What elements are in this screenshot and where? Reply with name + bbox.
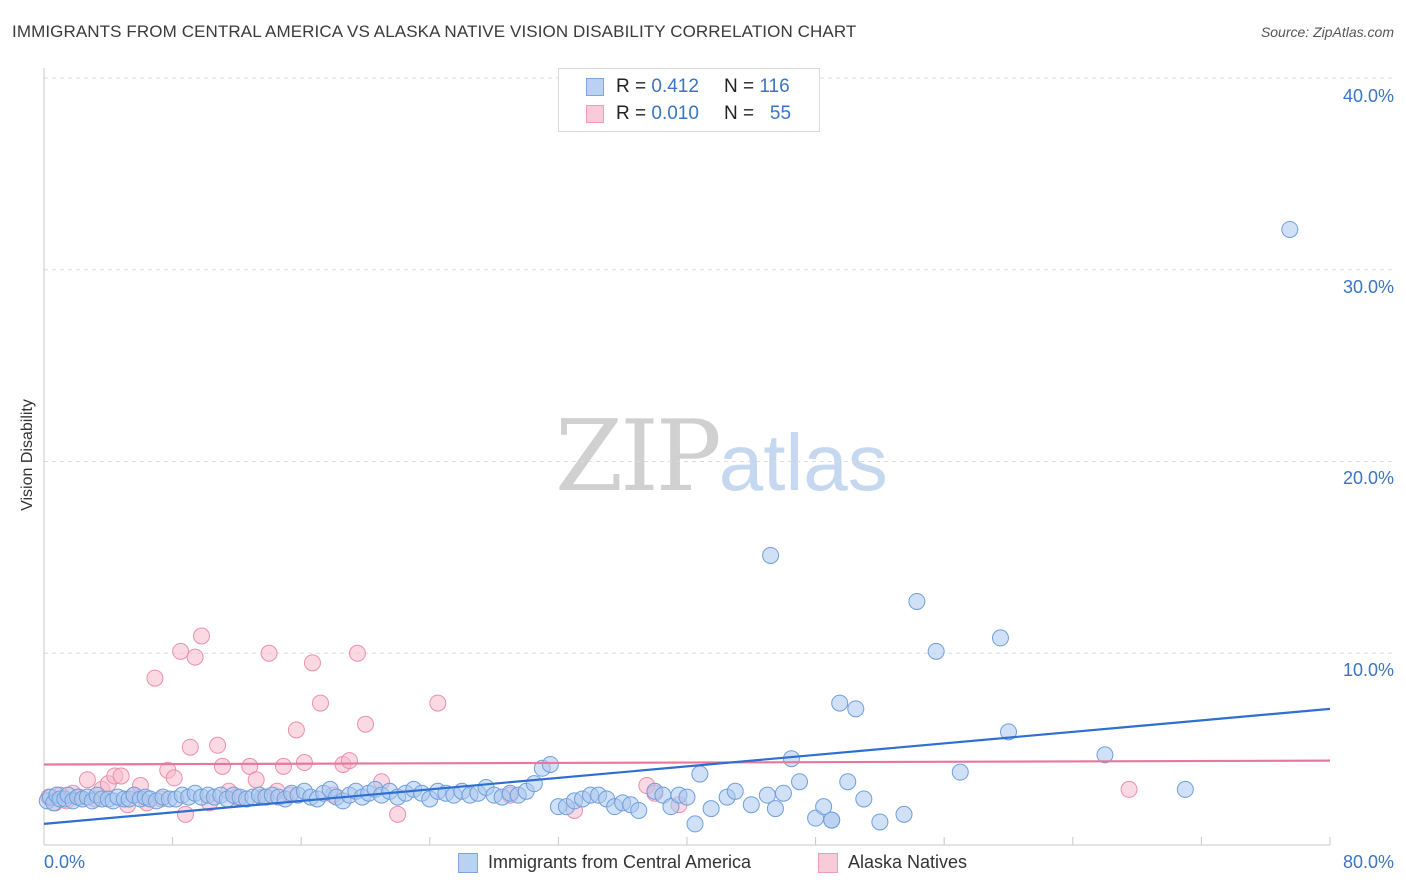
data-point-central-america [1000,723,1017,741]
r-value: 0.412 [651,76,699,97]
data-point-central-america [766,800,784,818]
data-point-central-america [742,796,760,814]
data-point-central-america [951,763,969,781]
data-point-alaska-natives [146,669,164,687]
data-point-central-america [678,788,696,806]
data-point-alaska-natives [287,721,305,739]
data-point-central-america [726,782,744,800]
watermark: ZIPatlas [555,400,888,514]
watermark-atlas: atlas [718,418,888,507]
data-point-central-america [762,546,780,564]
data-point-central-america [927,642,945,660]
data-point-central-america [691,765,709,783]
stats-row-blue: R = 0.412 N = 116 [559,74,790,100]
trend-lines [43,707,1331,826]
data-point-alaska-natives [303,654,321,672]
data-point-alaska-natives [429,694,447,712]
y-tick-40: 40.0% [1342,86,1394,106]
legend-item-central-america: Immigrants from Central America [458,852,751,873]
data-point-alaska-natives [176,805,194,823]
data-point-alaska-natives [260,644,278,662]
trend-line-alaska-natives [43,759,1331,766]
data-point-alaska-natives [181,738,199,756]
trend-line-central-america [43,707,1331,826]
data-point-central-america [895,805,913,823]
data-point-central-america [823,811,841,829]
data-point-alaska-natives [357,715,374,733]
legend-pink-swatch [818,852,838,873]
data-point-central-america [991,629,1009,647]
data-point-alaska-natives [275,757,293,775]
data-point-central-america [855,790,873,808]
r-value: 0.010 [651,103,699,124]
data-point-alaska-natives [389,805,407,823]
data-point-central-america [662,798,680,816]
source-label: Source: ZipAtlas.com [1260,24,1394,40]
stats-row-pink: R = 0.010 N = 55 [559,101,791,127]
data-point-alaska-natives [193,627,211,645]
data-point-central-america [686,815,704,833]
data-point-alaska-natives [247,771,265,789]
data-point-central-america [908,592,926,610]
legend-blue-swatch [458,852,478,873]
data-point-central-america [630,801,648,819]
legend-pink-label: Alaska Natives [848,852,968,872]
data-point-alaska-natives [186,648,204,666]
y-axis-label: Vision Disability [19,399,36,511]
y-tick-10: 10.0% [1342,660,1394,680]
data-point-alaska-natives [165,769,183,787]
grid-lines [44,77,1395,654]
data-point-alaska-natives [112,767,130,785]
data-point-central-america [847,700,865,718]
n-label: N = [723,76,755,97]
r-label: R = [616,103,647,124]
r-label: R = [616,76,647,97]
legend-item-alaska-natives: Alaska Natives [818,852,967,873]
data-point-alaska-natives [78,771,96,789]
data-point-central-america [774,784,792,802]
n-label: N = [723,103,755,124]
data-point-central-america [1176,780,1194,798]
data-point-central-america [831,694,849,712]
watermark-zip: ZIP [555,400,722,514]
data-point-alaska-natives [340,752,358,770]
y-tick-20: 20.0% [1342,468,1394,488]
data-point-central-america [1096,746,1114,764]
data-point-central-america [871,813,889,831]
y-tick-30: 30.0% [1342,277,1394,297]
data-point-central-america [525,775,543,793]
x-tick-min: 0.0% [44,852,86,872]
data-point-alaska-natives [172,642,190,660]
data-point-alaska-natives [213,757,231,775]
data-point-central-america [782,750,800,768]
data-point-alaska-natives [209,736,227,754]
blue-swatch [586,78,604,96]
data-point-alaska-natives [311,694,329,712]
data-point-alaska-natives [295,754,313,772]
chart-title: IMMIGRANTS FROM CENTRAL AMERICA VS ALASK… [12,22,857,41]
axes [43,68,1331,846]
stats-legend-box: R = 0.412 N = 116 R = 0.010 N = 55 [558,68,820,132]
data-point-central-america [839,773,857,791]
n-value: 116 [759,76,790,97]
data-point-central-america [541,755,559,773]
data-point-alaska-natives [348,644,366,662]
n-value: 55 [769,103,792,124]
x-tick-max: 80.0% [1342,852,1394,872]
data-point-central-america [791,773,809,791]
legend-blue-label: Immigrants from Central America [488,852,752,872]
data-point-central-america [702,800,720,818]
pink-swatch [586,105,604,123]
data-point-central-america [815,798,833,816]
data-point-alaska-natives [1120,780,1138,798]
data-point-central-america [1281,220,1299,238]
series-central-america [38,220,1299,833]
